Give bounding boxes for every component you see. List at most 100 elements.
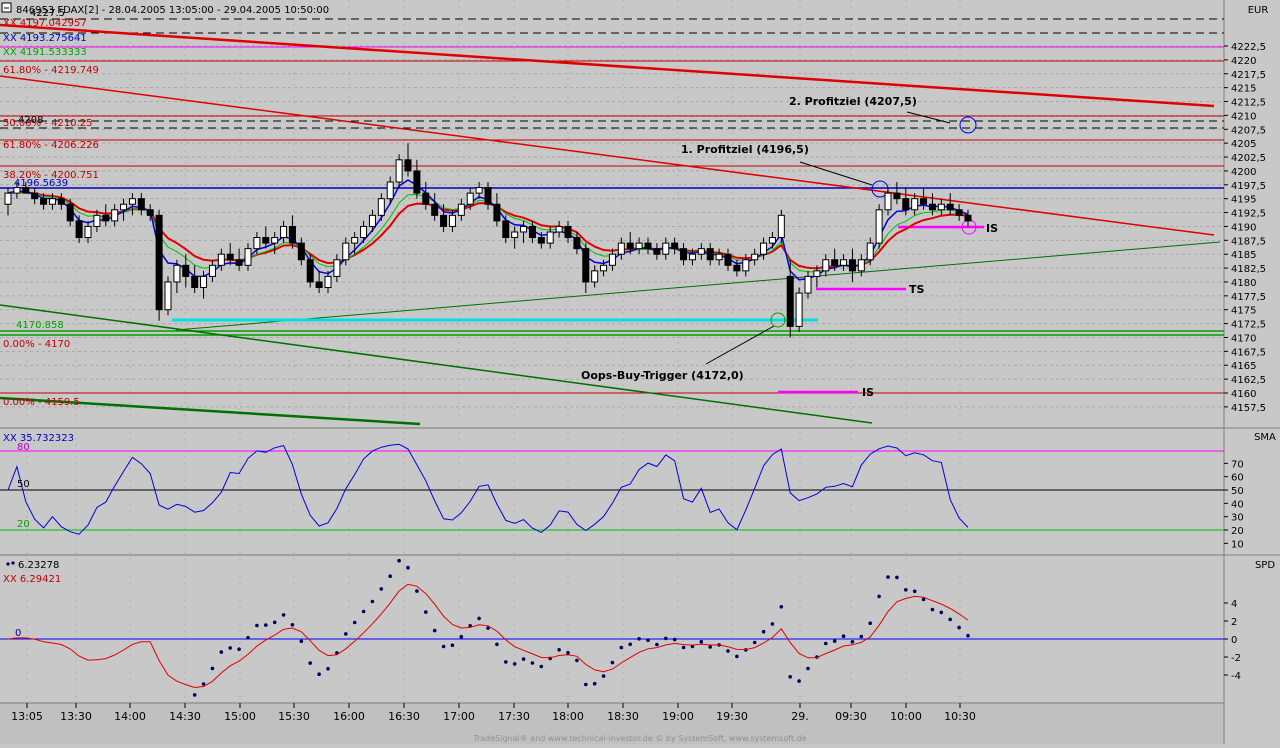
x-tick-label: 29. [791,710,809,723]
profit2-circle-icon [959,116,977,134]
candle-body [920,198,928,205]
spd-dot [904,588,908,592]
profit-target-2-label: 2. Profitziel (4207,5) [789,95,917,108]
marker-4208: 4208 [18,115,43,126]
candle-body [857,259,865,272]
spd-panel-bg [0,556,1224,702]
candle-body [271,237,279,244]
grid [0,0,1224,702]
candle-body [57,198,65,205]
spd-dot [735,654,739,659]
candle-body [235,259,243,266]
candle-body [208,264,216,277]
spd-dot [290,623,295,627]
fib-label-50: 50.00% - 4210.25 [3,118,92,129]
candle-body [733,264,741,272]
sma-panel [0,443,1224,535]
spd-dot [779,605,784,609]
candle-body [777,214,785,239]
spd-dot [824,641,828,646]
spd-dot [424,610,428,614]
candle-body [546,231,554,244]
candle-body [280,225,288,239]
candle-body [911,198,919,211]
candle-body [875,209,883,244]
red-trendline-lower [0,75,1215,236]
candle-body [66,203,74,222]
y-tick-label: 4202,5 [1231,153,1266,164]
spd-dot [566,650,570,655]
y-tick-label: 4185 [1231,250,1256,261]
sma-legend: XX 35.732323 [3,433,74,444]
spd-dot [859,634,864,639]
trend-lines [0,23,1221,426]
candle-body [617,242,625,255]
spd-dot [930,607,935,612]
candle-body [902,198,910,211]
spd-dot [521,657,526,661]
candle-body [528,225,536,239]
candle-body [324,275,332,289]
candle-body [431,203,439,216]
spd-dot [912,589,917,594]
candlesticks [4,143,972,338]
spd-dot [584,682,588,687]
candle-body [111,209,119,222]
spd-dot [841,634,846,638]
title-icon [1,2,12,13]
y-tick-label: 4200 [1231,167,1256,178]
price-panel-bg [0,0,1224,427]
candle-body [351,237,359,244]
spd-legend-dot-icon [6,562,10,566]
y-tick-label: 4212,5 [1231,98,1266,109]
green-support-trendline [175,241,1221,331]
candle-body [173,264,181,283]
legend-3: XX 4191.533333 [3,47,87,58]
fib-label-382: 38.20% - 4200.751 [3,170,99,181]
legend-2: XX 4193.275641 [3,33,87,44]
spd-dot [601,674,606,678]
y-tick-label: 4195 [1231,195,1256,206]
spd-dot [681,645,686,650]
candle-body [608,253,616,266]
spd-y-tick-label: -2 [1231,653,1241,664]
spd-dot [619,645,624,650]
candle-body [413,170,421,194]
x-tick-label: 18:30 [607,710,639,723]
sma-y-tick-label: 60 [1231,473,1244,484]
spd-dot [432,628,437,633]
candle-body [48,198,56,205]
spd-signal-line [7,583,969,689]
candle-body [493,203,501,222]
y-tick-label: 4170 [1231,333,1256,344]
candle-body [751,253,759,261]
spd-y-tick-label: 4 [1231,599,1237,610]
candle-body [813,270,821,277]
spd-dot [655,642,659,647]
footer-credit: TradeSignal® and www.technical-investor.… [472,734,807,743]
spd-dot [272,620,277,625]
x-tick-label: 19:00 [662,710,694,723]
candle-body [4,192,12,205]
candle-body [786,275,794,327]
candle-body [128,198,136,205]
x-axis: 13:05 13:30 14:00 14:30 15:00 15:30 16:00 16:30… [11,703,976,723]
candle-body [244,248,252,266]
candle-body [680,248,688,261]
spd-dot [361,609,366,614]
spd-dot [672,637,677,642]
candle-body [822,259,830,272]
candle-body [386,181,394,200]
fib-label-bottom: 0.00% - 4159.5 [3,397,80,408]
sma-level-50: 50 [17,479,30,490]
candle-body [537,237,545,244]
spd-legend-line: XX 6.29421 [3,574,61,585]
fib-label-top: 61.80% - 4219.749 [3,65,99,76]
candle-body [591,270,599,283]
spd-dot [495,642,499,647]
candle-body [137,198,145,211]
spd-dot [850,640,855,644]
y-tick-label: 4217,5 [1231,70,1266,81]
